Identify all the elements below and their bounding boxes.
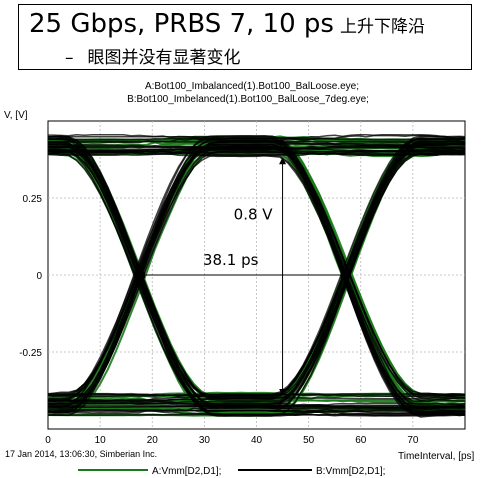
trace-series-b	[48, 134, 465, 401]
trace-series-b	[48, 142, 465, 407]
x-tick-label: 20	[147, 435, 159, 446]
subtitle-text: 眼图并没有显著变化	[87, 48, 241, 68]
title-main-text: 25 Gbps, PRBS 7, 10 ps	[29, 9, 334, 39]
page-subtitle: – 眼图并没有显著变化	[65, 43, 241, 68]
x-tick-label: 40	[251, 435, 263, 446]
title-main-cn: 上升下降沿	[339, 17, 425, 37]
eye-height-label: 0.8 V	[234, 205, 274, 223]
x-tick-label: 0	[45, 435, 51, 446]
trace-series-b	[48, 150, 465, 157]
y-tick-label: 0.25	[23, 194, 43, 205]
trace-series-b	[48, 142, 465, 406]
eye-traces	[48, 133, 465, 418]
x-tick-label: 70	[407, 435, 419, 446]
trace-series-b	[48, 137, 465, 141]
trace-series-b	[48, 145, 465, 415]
page-title: 25 Gbps, PRBS 7, 10 ps 上升下降沿	[29, 9, 425, 39]
y-tick-label: 0	[36, 271, 42, 282]
x-tick-label: 50	[303, 435, 315, 446]
trace-series-b	[48, 143, 465, 405]
x-tick-label: 30	[199, 435, 211, 446]
title-box: 25 Gbps, PRBS 7, 10 ps 上升下降沿 – 眼图并没有显著变化	[18, 4, 472, 70]
x-tick-label: 60	[355, 435, 367, 446]
trace-series-b	[48, 135, 465, 416]
subtitle-dash: –	[65, 48, 74, 68]
eye-width-label: 38.1 ps	[203, 251, 259, 269]
trace-series-b	[48, 138, 465, 400]
chart-header-line1: A:Bot100_Imbalanced(1).Bot100_BalLoose.e…	[145, 81, 359, 92]
tick-labels: 0 10 20 30 40 50 60 70 0.25 0 -0.25	[19, 194, 419, 446]
y-tick-label: -0.25	[19, 348, 42, 359]
legend-label-a: A:Vmm[D2,D1];	[152, 466, 221, 477]
legend-label-b: B:Vmm[D2,D1];	[316, 466, 385, 477]
trace-series-b	[48, 149, 465, 155]
annotations: 0.8 V 38.1 ps	[137, 157, 348, 396]
trace-series-b	[48, 149, 465, 156]
trace-series-b	[48, 140, 465, 143]
legend: A:Vmm[D2,D1]; B:Vmm[D2,D1];	[78, 466, 385, 477]
chart-header-line2: B:Bot100_Imbelanced(1).Bot100_BalLoose_7…	[127, 94, 369, 105]
y-axis-label: V, [V]	[4, 110, 28, 121]
x-axis-label: TimeInterval, [ps]	[398, 451, 475, 462]
trace-series-b	[48, 137, 465, 396]
x-tick-label: 10	[95, 435, 107, 446]
chart-footer: 17 Jan 2014, 13:06:30, Simberian Inc.	[5, 449, 157, 459]
